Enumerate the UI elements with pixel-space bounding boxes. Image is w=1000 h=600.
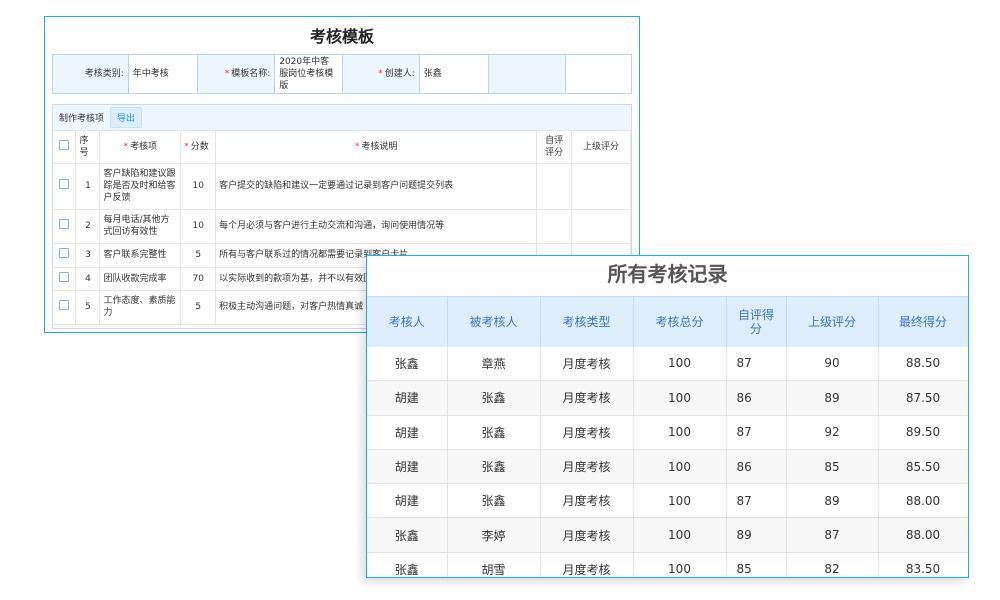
records-cell: 89 — [786, 380, 879, 416]
records-cell: 85.50 — [878, 449, 968, 485]
row-checkbox[interactable] — [59, 219, 70, 229]
records-table: 考核人 被考核人 考核类型 考核总分 自评得分 上级评分 最终得分 张鑫 章燕 月度考核 100 8… — [367, 296, 968, 577]
records-cell: 100 — [633, 415, 727, 450]
records-cell: 张鑫 — [447, 380, 541, 416]
records-cell: 李婷 — [447, 517, 541, 553]
col-item: 考核项 — [130, 141, 158, 152]
records-cell: 87 — [726, 415, 787, 450]
records-cell: 胡雪 — [447, 552, 541, 577]
records-cell: 82 — [786, 552, 879, 577]
table-row: 张鑫 章燕 月度考核 100 87 90 88.50 — [367, 346, 968, 382]
type-label: 考核类别: — [53, 55, 129, 93]
records-cell: 100 — [633, 552, 727, 577]
template-info: 考核类别: 年中考核 * 模板名称: 2020年中客服岗位考核模版 * 创建人: 张… — [52, 54, 632, 94]
records-cell: 100 — [633, 346, 727, 382]
name-label: * 模板名称: — [197, 55, 276, 93]
records-cell: 87.50 — [878, 380, 968, 416]
records-cell: 胡建 — [367, 449, 448, 485]
table-row: 胡建 张鑫 月度考核 100 87 89 88.00 — [367, 483, 968, 519]
table-row: 胡建 张鑫 月度考核 100 86 89 87.50 — [367, 380, 968, 416]
records-cell: 88.50 — [878, 346, 968, 382]
records-cell: 张鑫 — [447, 415, 541, 450]
records-cell: 胡建 — [367, 380, 448, 416]
records-col-header: 上级评分 — [786, 296, 879, 347]
records-cell: 100 — [633, 517, 727, 553]
records-col-header: 被考核人 — [447, 296, 541, 347]
records-col-header: 考核总分 — [633, 296, 727, 347]
records-col-header: 考核人 — [367, 296, 448, 347]
records-cell: 85 — [786, 449, 879, 485]
records-cell: 88.00 — [878, 483, 968, 519]
col-desc: 考核说明 — [361, 141, 398, 152]
col-score: 分数 — [190, 141, 209, 152]
row-checkbox[interactable] — [59, 179, 70, 189]
row-checkbox[interactable] — [59, 248, 70, 258]
template-title: 考核模板 — [309, 27, 374, 46]
creator-value[interactable]: 张鑫 — [420, 55, 489, 93]
records-cell: 88.00 — [878, 517, 968, 553]
select-all-checkbox[interactable] — [59, 139, 70, 150]
records-cell: 章燕 — [447, 346, 541, 382]
records-cell: 100 — [633, 449, 727, 485]
type-value[interactable]: 年中考核 — [129, 55, 198, 93]
records-cell: 83.50 — [878, 552, 968, 577]
records-cell: 月度考核 — [540, 415, 634, 450]
empty-cell — [566, 55, 631, 93]
table-row: 张鑫 李婷 月度考核 100 89 87 88.00 — [367, 517, 968, 553]
col-no: 序号 — [75, 131, 101, 164]
records-cell: 胡建 — [367, 483, 448, 519]
records-cell: 89 — [726, 517, 787, 553]
records-cell: 100 — [633, 483, 727, 519]
empty-cell — [488, 55, 567, 93]
records-cell: 87 — [726, 346, 787, 382]
table-row: 胡建 张鑫 月度考核 100 87 92 89.50 — [367, 415, 968, 450]
records-cell: 89 — [786, 483, 879, 519]
records-cell: 月度考核 — [540, 346, 634, 382]
records-cell: 月度考核 — [540, 483, 634, 519]
records-cell: 86 — [726, 380, 787, 416]
records-cell: 100 — [633, 380, 727, 416]
records-col-header: 自评得分 — [726, 296, 787, 347]
table-row: 胡建 张鑫 月度考核 100 86 85 85.50 — [367, 449, 968, 485]
records-col-header: 考核类型 — [540, 296, 634, 347]
row-checkbox[interactable] — [59, 300, 70, 310]
records-cell: 89.50 — [878, 415, 968, 450]
col-self: 自评评分 — [536, 131, 573, 164]
records-cell: 86 — [726, 449, 787, 485]
records-cell: 月度考核 — [540, 380, 634, 416]
records-panel: 所有考核记录 考核人 被考核人 考核类型 考核总分 自评得分 上级评分 最终得分 张鑫 章燕月… — [366, 255, 969, 578]
name-value[interactable]: 2020年中客服岗位考核模版 — [275, 55, 343, 93]
records-cell: 87 — [726, 483, 787, 519]
records-col-header: 最终得分 — [878, 296, 968, 347]
table-row: 1 客户缺陷和建议跟踪是否及时和给客户反馈 10 客户提交的缺陷和建议一定要通过记录到… — [53, 163, 631, 210]
records-cell: 月度考核 — [540, 517, 634, 553]
records-cell: 87 — [786, 517, 879, 553]
records-cell: 月度考核 — [540, 449, 634, 485]
row-checkbox[interactable] — [59, 271, 70, 282]
table-row: 2 每月电话/其他方式回访有效性 10 每个月必须与客户进行主动交流和沟通，询问使用情… — [53, 209, 631, 244]
records-cell: 张鑫 — [367, 517, 448, 553]
records-cell: 胡建 — [367, 415, 448, 450]
records-cell: 月度考核 — [540, 552, 634, 577]
records-cell: 92 — [786, 415, 879, 450]
records-cell: 张鑫 — [447, 483, 541, 519]
records-cell: 85 — [726, 552, 787, 577]
toolbar-label: 制作考核项 — [59, 114, 105, 124]
export-button[interactable]: 导出 — [110, 107, 143, 128]
col-sup: 上级评分 — [571, 131, 631, 164]
records-cell: 张鑫 — [367, 552, 448, 577]
records-cell: 张鑫 — [447, 449, 541, 485]
records-title: 所有考核记录 — [607, 262, 728, 286]
records-cell: 90 — [786, 346, 879, 382]
creator-label: * 创建人: — [343, 55, 420, 93]
table-row: 张鑫 胡雪 月度考核 100 85 82 83.50 — [367, 552, 968, 577]
records-cell: 张鑫 — [367, 346, 448, 382]
